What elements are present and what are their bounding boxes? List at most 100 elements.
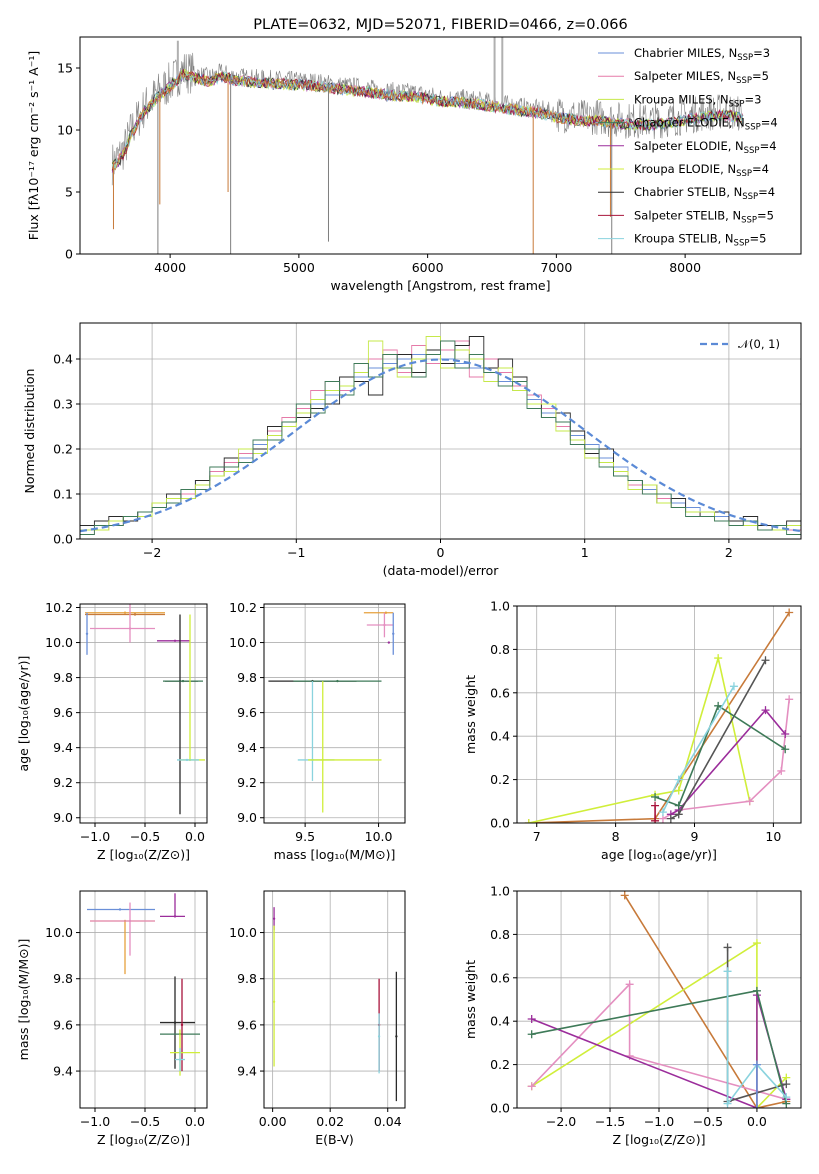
legend-entry-sub-2: SSP [729,99,745,109]
mass-vs-Z-xlabel: Z [log₁₀(Z/Z⊙)] [97,1132,190,1147]
weight-vs-age-marker-1-0 [524,819,533,823]
weight-vs-age-marker-7-1 [651,801,660,810]
age-vs-mass-point-5 [336,679,339,683]
spectrum-ytick-label-0: 0 [65,247,73,262]
mass-vs-ebv-point-3 [377,1035,381,1038]
weight-vs-Z-marker-2-0 [527,1082,536,1091]
weight-vs-Z-ytick-label-1: 0.2 [490,1057,510,1072]
legend-entry-tail-3: =4 [761,116,778,130]
age-vs-Z-point-0 [123,611,127,614]
weight-vs-age-xtick-label-0: 7 [533,829,541,844]
mass-vs-ebv-point-1 [272,1000,276,1004]
residual-hist-frame [79,322,802,540]
legend-entry-sub-1: SSP [736,76,752,86]
residual-hist-xlabel: (data-model)/error [383,563,500,578]
mass-vs-Z-ytick-label-3: 10.0 [45,925,73,940]
weight-vs-age-ytick-label-3: 0.6 [490,685,510,700]
residual-hist-xtick-label-3: 1 [581,545,589,560]
age-vs-Z-ytick-label-6: 10.2 [45,600,73,615]
residual-hist-xtick-label-0: −2 [143,545,161,560]
residual-hist-xtick-label-1: −1 [287,545,305,560]
mass-vs-ebv-ytick-label-3: 10.0 [229,925,257,940]
spectrum-lines [111,37,744,254]
legend-entry-1: Salpeter MILES, NSSP=5 [634,69,769,86]
mass-vs-ebv-ytick-label-0: 9.4 [237,1064,257,1079]
weight-vs-age-marker-6-0 [658,808,667,817]
legend-entry-sub-0: SSP [737,53,753,63]
weight-vs-age-ylabel: mass weight [463,675,478,754]
weight-vs-age-marker-2-2 [745,797,754,806]
weight-vs-Z-marker-5-0 [527,1030,536,1039]
age-vs-mass-ytick-label-0: 9.0 [237,810,257,825]
age-vs-mass-ytick-label-3: 9.6 [237,705,257,720]
legend-entry-label-2: Kroupa MILES, N [634,92,729,106]
age-vs-mass-point-3 [387,641,391,644]
legend-entry-label-3: Chabrier ELODIE, N [634,116,745,130]
age-vs-mass-point-0 [384,611,388,614]
weight-vs-age-marker-5-2 [714,701,723,710]
spectrum-axes: 4000 5000 6000 7000 8000 0 5 10 15 PLATE=0632, MJ… [26,17,802,293]
spectrum-ytick-label-3: 15 [57,61,73,76]
mass-vs-ebv-errorbars [272,907,398,1102]
spectrum-ylabel: Flux [fλ10⁻¹⁷ erg cm⁻² s⁻¹ A⁻¹] [26,51,41,240]
weight-vs-Z-series-2 [531,982,787,1101]
mass-vs-ebv-xlabel: E(B-V) [315,1132,354,1147]
weight-vs-age-marker-4-1 [674,810,683,819]
residual-hist-ytick-label-0: 0.0 [53,532,73,547]
legend-entry-8: Kroupa STELIB, NSSP=5 [634,232,766,249]
weight-vs-age-series-3 [670,708,786,816]
mass-vs-Z-ytick-label-0: 9.4 [53,1064,73,1079]
legend-entry-tail-0: =3 [753,46,770,60]
legend-entry-7: Salpeter STELIB, NSSP=5 [634,208,774,225]
mass-vs-Z-point-6 [180,1023,184,1027]
age-vs-Z-xlabel: Z [log₁₀(Z/Z⊙)] [97,847,190,862]
weight-vs-Z-ytick-label-4: 0.8 [490,927,510,942]
weight-vs-Z-xtick-label-4: 0.0 [747,1114,767,1129]
weight-vs-Z-marker-1-1 [752,939,761,948]
residual-hist-ytick-label-3: 0.3 [53,397,73,412]
legend-entry-label-0: Chabrier MILES, N [634,46,737,60]
legend-entry-3: Chabrier ELODIE, NSSP=4 [634,116,778,133]
mass-vs-Z-point-0 [118,908,122,911]
weight-vs-Z-axes: −2.0 −1.5 −1.0 −0.5 0.0 0.0 0.2 0.4 0.6 0.8 1.0 Z [… [463,884,802,1147]
legend-entry-4: Salpeter ELODIE, NSSP=4 [634,139,777,156]
age-vs-Z-point-4 [173,639,177,642]
weight-vs-age-xtick-label-3: 10 [765,829,781,844]
legend-entry-tail-1: =5 [752,69,769,83]
mass-vs-Z-xtick-label-1: −0.5 [130,1114,160,1129]
legend-entry-tail-5: =4 [752,162,769,176]
age-vs-Z-ytick-label-5: 10.0 [45,635,73,650]
legend-entry-0: Chabrier MILES, NSSP=3 [634,46,770,63]
mass-vs-ebv-point-0 [272,917,276,920]
mass-vs-ebv-ytick-label-2: 9.8 [237,971,257,986]
weight-vs-age-marker-1-2 [674,786,683,795]
mass-vs-Z-xtick-label-0: −1.0 [80,1114,110,1129]
weight-vs-age-marker-6-1 [674,775,683,784]
weight-vs-age-ytick-label-5: 1.0 [490,599,510,614]
spectrum-model-line-8 [111,70,743,170]
age-vs-mass-ytick-label-4: 9.8 [237,670,257,685]
legend-entry-label-5: Kroupa ELODIE, N [634,162,736,176]
age-vs-Z-ytick-label-0: 9.0 [53,810,73,825]
weight-vs-age-marker-6-2 [729,682,738,691]
weight-vs-age-series-5 [654,704,786,807]
legend-entry-sub-5: SSP [736,169,752,179]
weight-vs-Z-marker-4-0 [723,943,732,952]
weight-vs-Z-frame [516,890,802,1109]
legend-entry-tail-7: =5 [757,208,774,222]
hist-series-4 [80,340,801,535]
mass-vs-ebv-xtick-label-2: 0.04 [374,1114,402,1129]
weight-vs-Z-ytick-label-2: 0.4 [490,1014,510,1029]
residual-hist-ytick-label-2: 0.2 [53,442,73,457]
legend-entry-tail-2: =3 [744,92,761,106]
weight-vs-age-series-4 [670,659,767,820]
age-vs-mass-point-1 [383,623,386,627]
weight-vs-age-ytick-label-2: 0.4 [490,729,510,744]
age-vs-mass-point-2 [392,632,395,635]
weight-vs-Z-xtick-label-0: −2.0 [546,1114,576,1129]
spectrum-model-line-6 [111,70,743,166]
weight-vs-Z-marker-4-2 [782,1080,791,1089]
residual-hist-xtick-label-2: 0 [437,545,445,560]
age-vs-Z-ytick-label-2: 9.4 [53,740,73,755]
